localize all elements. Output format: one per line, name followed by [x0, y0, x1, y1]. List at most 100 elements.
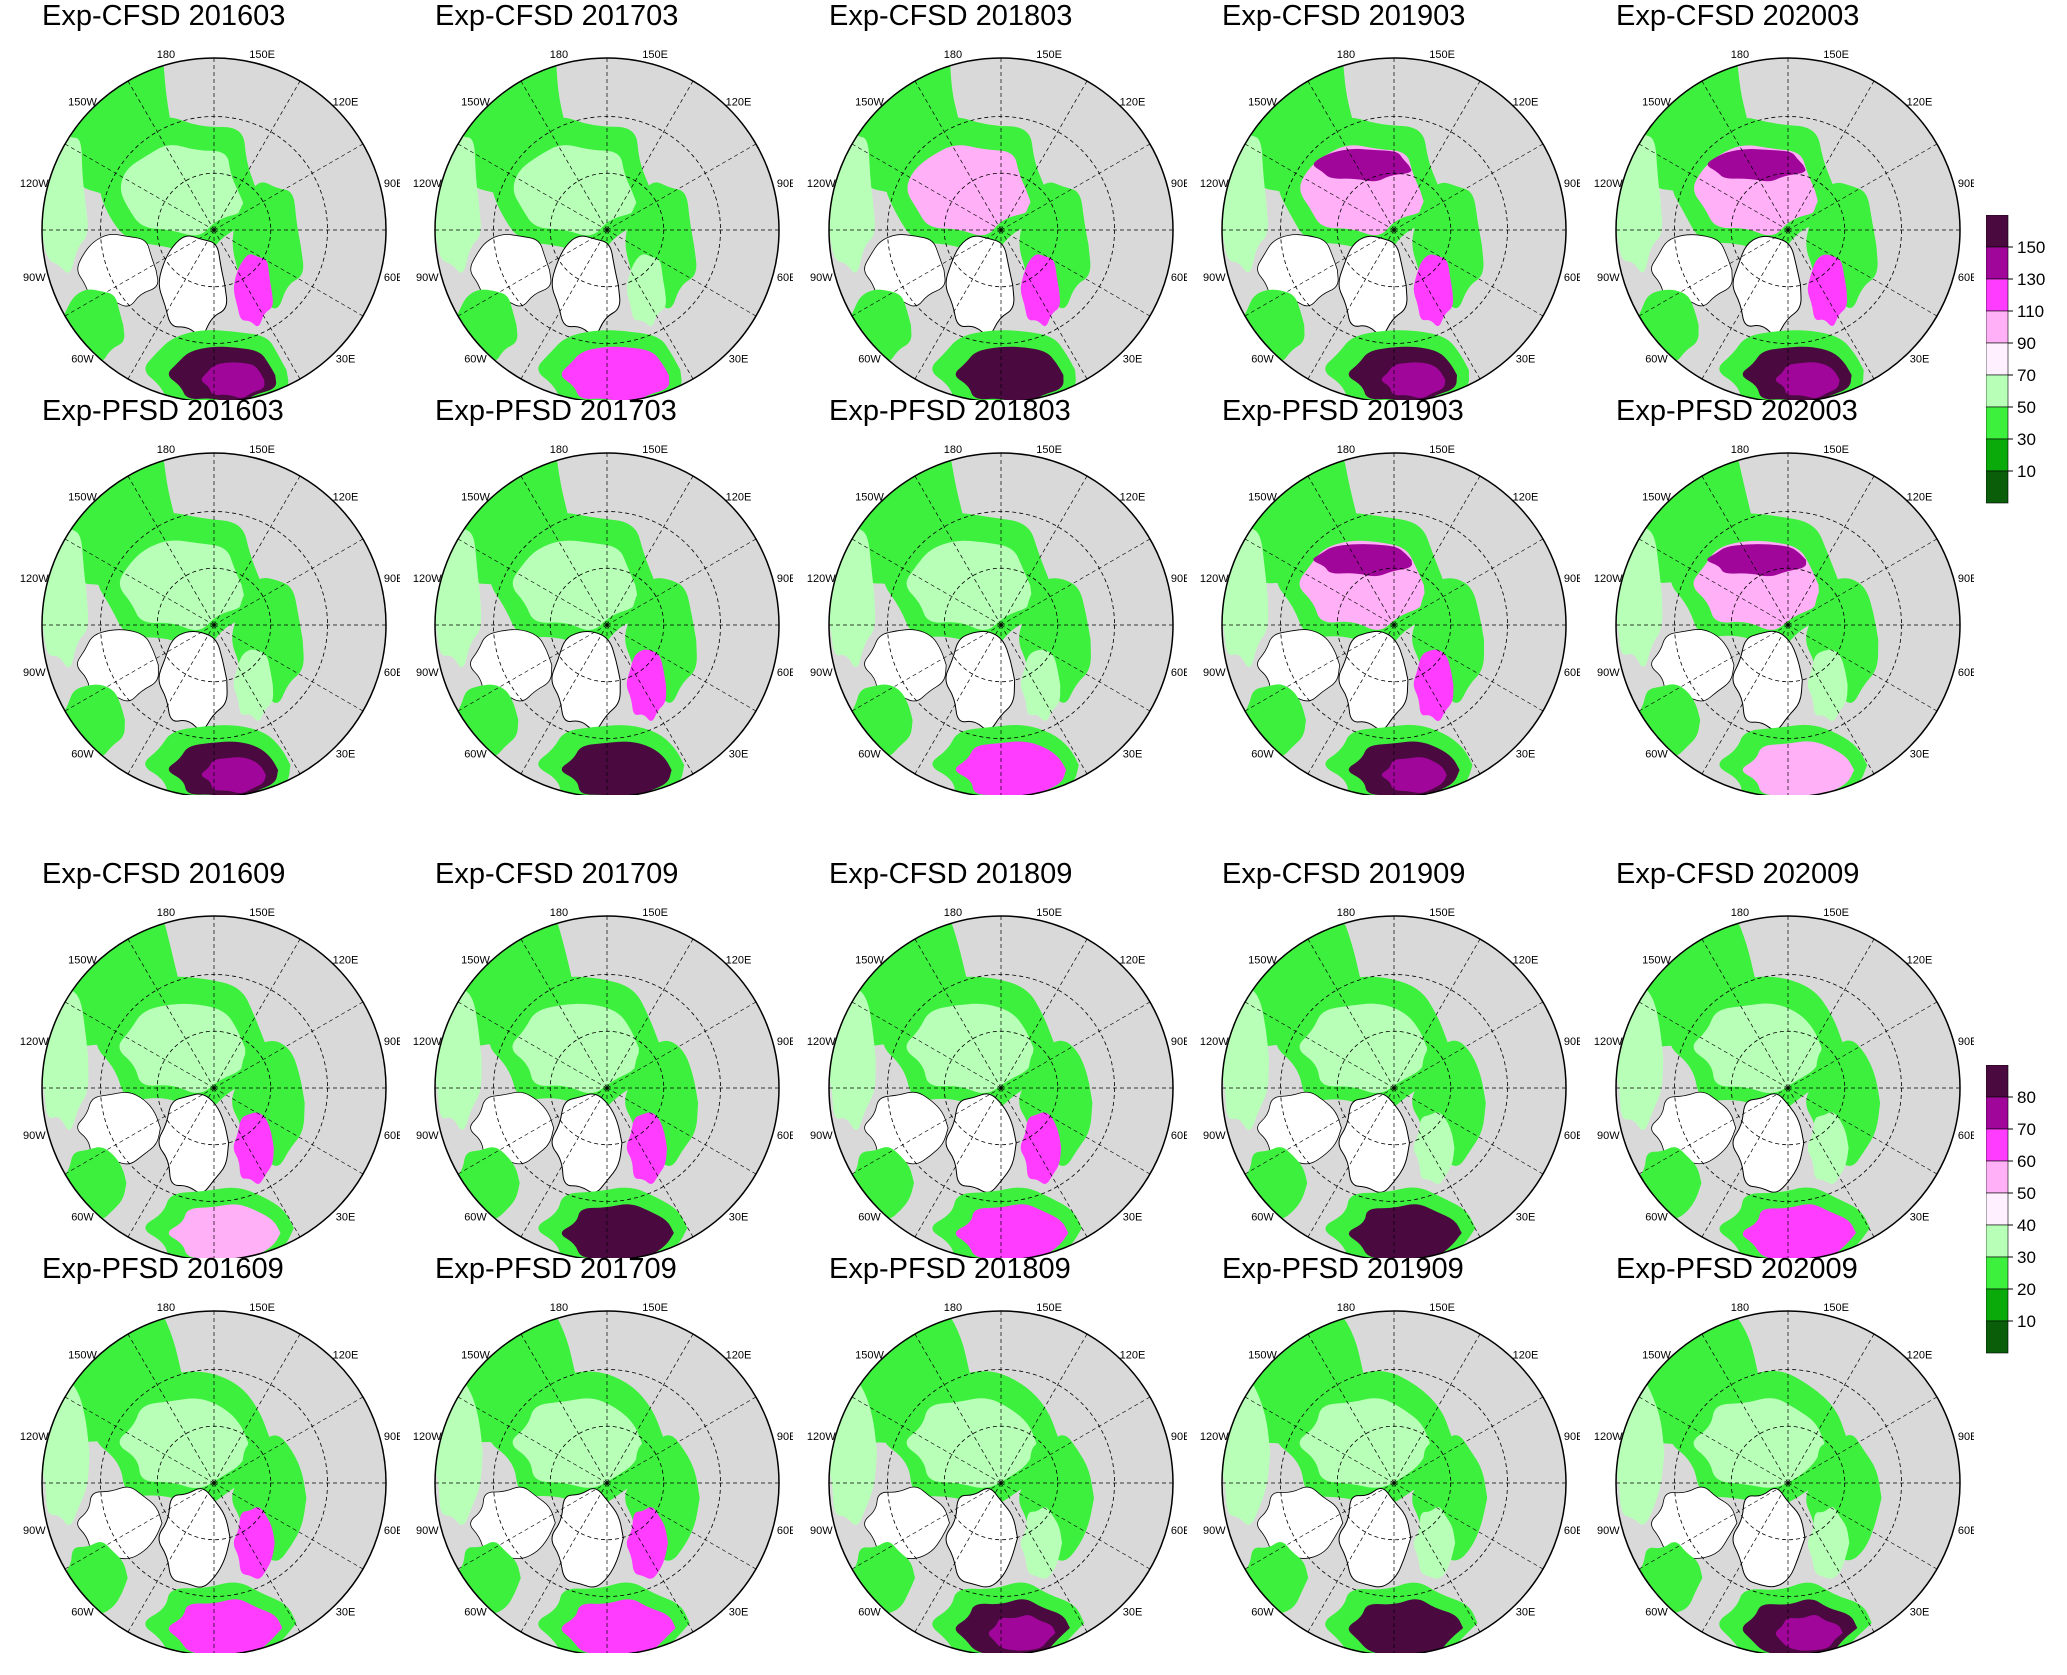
meridian-label: 30E [1910, 749, 1930, 761]
meridian-label: 60E [1171, 1130, 1187, 1142]
meridian-label: 60W [71, 1212, 94, 1224]
map-panel: Exp-CFSD 201603150E120E90E60E30E030W60W9… [0, 0, 400, 400]
panel-title: Exp-CFSD 201703 [435, 0, 679, 32]
meridian-label: 120W [1200, 178, 1229, 190]
colorbar-tick-label: 50 [2017, 398, 2036, 417]
colorbar-tick-label: 90 [2017, 334, 2036, 353]
meridian-label: 120W [20, 178, 49, 190]
meridian-label: 180 [157, 444, 175, 456]
colorbar-swatch [1985, 374, 2009, 408]
meridian-label: 150E [1429, 1302, 1455, 1314]
panel-title: Exp-CFSD 201909 [1222, 858, 1466, 890]
polar-map: 150E120E90E60E30E030W60W90W120W150W180 [1200, 907, 1580, 1258]
polar-map: 150E120E90E60E30E030W60W90W120W150W180 [413, 907, 793, 1258]
colorbar-tick-label: 70 [2017, 366, 2036, 385]
meridian-label: 120W [1594, 573, 1623, 585]
meridian-label: 60E [1171, 1525, 1187, 1537]
meridian-label: 30E [729, 354, 749, 366]
meridian-label: 60W [464, 749, 487, 761]
meridian-label: 180 [550, 49, 568, 61]
meridian-label: 150W [1642, 491, 1671, 503]
meridian-label: 60W [464, 1212, 487, 1224]
panel-title: Exp-CFSD 201903 [1222, 0, 1466, 32]
meridian-label: 120W [20, 1431, 49, 1443]
meridian-label: 60E [777, 272, 793, 284]
meridian-label: 30E [336, 1607, 356, 1619]
colorbar-swatch [1985, 214, 2009, 248]
meridian-label: 60W [1645, 749, 1668, 761]
panel-title: Exp-PFSD 202003 [1616, 395, 1858, 427]
meridian-label: 120W [413, 178, 442, 190]
meridian-label: 180 [1337, 1302, 1355, 1314]
meridian-label: 60W [858, 1212, 881, 1224]
meridian-label: 60E [1564, 1525, 1580, 1537]
colorbar-tick-label: 10 [2017, 1312, 2036, 1331]
colorbar-swatch [1985, 342, 2009, 376]
colorbar-swatch [1985, 1224, 2009, 1258]
polar-map: 150E120E90E60E30E030W60W90W120W150W180 [413, 49, 793, 400]
polar-map: 150E120E90E60E30E030W60W90W120W150W180 [413, 1302, 793, 1653]
meridian-label: 150E [1036, 907, 1062, 919]
meridian-label: 90E [1958, 1431, 1974, 1443]
meridian-label: 30E [1123, 749, 1143, 761]
meridian-label: 90E [384, 573, 400, 585]
meridian-label: 90E [1171, 1431, 1187, 1443]
panel-title: Exp-PFSD 201703 [435, 395, 677, 427]
meridian-label: 150E [1429, 907, 1455, 919]
meridian-label: 180 [944, 1302, 962, 1314]
map-panel: Exp-PFSD 201609150E120E90E60E30E030W60W9… [0, 1253, 400, 1653]
meridian-label: 90W [416, 1525, 439, 1537]
meridian-label: 90E [384, 178, 400, 190]
meridian-label: 120W [1200, 573, 1229, 585]
meridian-label: 120E [726, 954, 752, 966]
meridian-label: 60E [1958, 1525, 1974, 1537]
colorbar: 150 130 110 90 70 50 30 10 [1985, 214, 2056, 580]
meridian-label: 90E [777, 1431, 793, 1443]
colorbar-swatch [1985, 1064, 2009, 1098]
meridian-label: 60E [777, 667, 793, 679]
polar-map: 150E120E90E60E30E030W60W90W120W150W180 [1594, 1302, 1974, 1653]
colorbar-tick-label: 50 [2017, 1184, 2036, 1203]
colorbar-tick-label: 130 [2017, 270, 2045, 289]
meridian-label: 120E [1907, 96, 1933, 108]
meridian-label: 60E [384, 1130, 400, 1142]
meridian-label: 30E [1516, 749, 1536, 761]
meridian-label: 120E [1907, 491, 1933, 503]
meridian-label: 90W [1597, 1525, 1620, 1537]
meridian-label: 30E [1516, 354, 1536, 366]
colorbar-swatch [1985, 1288, 2009, 1322]
meridian-label: 150W [1642, 96, 1671, 108]
panel-title: Exp-PFSD 201909 [1222, 1253, 1464, 1285]
map-panel: Exp-CFSD 201903150E120E90E60E30E030W60W9… [1180, 0, 1580, 400]
meridian-label: 120E [1513, 1349, 1539, 1361]
meridian-label: 150W [1248, 491, 1277, 503]
meridian-label: 60E [384, 272, 400, 284]
meridian-label: 150E [249, 49, 275, 61]
colorbar-tick-label: 30 [2017, 1248, 2036, 1267]
meridian-label: 120E [1513, 954, 1539, 966]
meridian-label: 150W [68, 954, 97, 966]
meridian-label: 90E [1171, 1036, 1187, 1048]
meridian-label: 120E [1513, 96, 1539, 108]
meridian-label: 90W [23, 1525, 46, 1537]
meridian-label: 120W [1594, 1431, 1623, 1443]
panel-title: Exp-CFSD 201809 [829, 858, 1073, 890]
colorbar-tick-label: 20 [2017, 1280, 2036, 1299]
meridian-label: 150E [249, 444, 275, 456]
meridian-label: 90W [23, 1130, 46, 1142]
panel-title: Exp-PFSD 201603 [42, 395, 284, 427]
colorbar-tick-label: 70 [2017, 1120, 2036, 1139]
meridian-label: 150E [1429, 49, 1455, 61]
map-panel: Exp-PFSD 201909150E120E90E60E30E030W60W9… [1180, 1253, 1580, 1653]
meridian-label: 150W [461, 1349, 490, 1361]
meridian-label: 60E [384, 667, 400, 679]
polar-map: 150E120E90E60E30E030W60W90W120W150W180 [20, 49, 400, 400]
panel-title: Exp-CFSD 201603 [42, 0, 286, 32]
colorbar-swatch [1985, 1320, 2009, 1354]
meridian-label: 180 [1337, 444, 1355, 456]
meridian-label: 90W [810, 1130, 833, 1142]
meridian-label: 90E [1958, 1036, 1974, 1048]
meridian-label: 150W [855, 491, 884, 503]
map-panel: Exp-CFSD 201809150E120E90E60E30E030W60W9… [787, 858, 1187, 1258]
